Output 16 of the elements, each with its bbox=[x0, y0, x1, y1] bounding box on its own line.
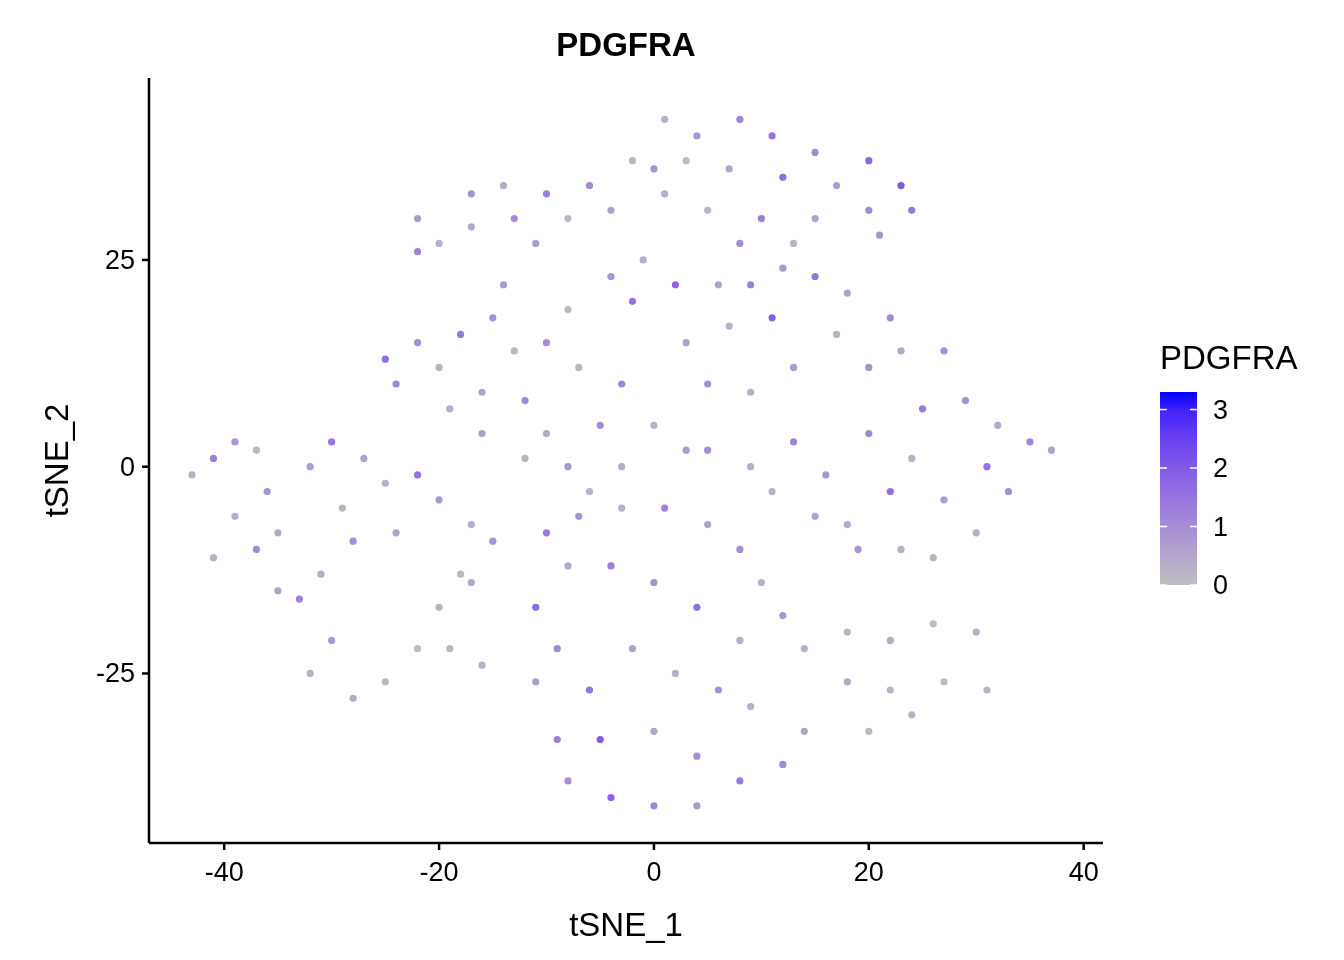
y-tick-label: -25 bbox=[95, 658, 135, 689]
color-bar-title: PDGFRA bbox=[1160, 339, 1298, 376]
color-bar-label: 3 bbox=[1213, 394, 1229, 425]
color-bar-label: 2 bbox=[1213, 453, 1229, 484]
x-tick-label: 40 bbox=[1068, 857, 1099, 887]
x-tick-label: -20 bbox=[419, 857, 459, 887]
y-tick-label: 25 bbox=[104, 244, 135, 275]
y-tick-label: 0 bbox=[119, 451, 135, 482]
y-axis-title: tSNE_2 bbox=[38, 403, 75, 518]
color-bar-label: 1 bbox=[1213, 511, 1229, 542]
chart-title: PDGFRA bbox=[556, 26, 696, 63]
x-tick-label: 0 bbox=[646, 857, 662, 887]
x-tick-label: 20 bbox=[853, 857, 884, 887]
color-bar-label: 0 bbox=[1213, 570, 1229, 600]
x-axis-title: tSNE_1 bbox=[569, 906, 683, 943]
x-tick-label: -40 bbox=[204, 857, 244, 887]
